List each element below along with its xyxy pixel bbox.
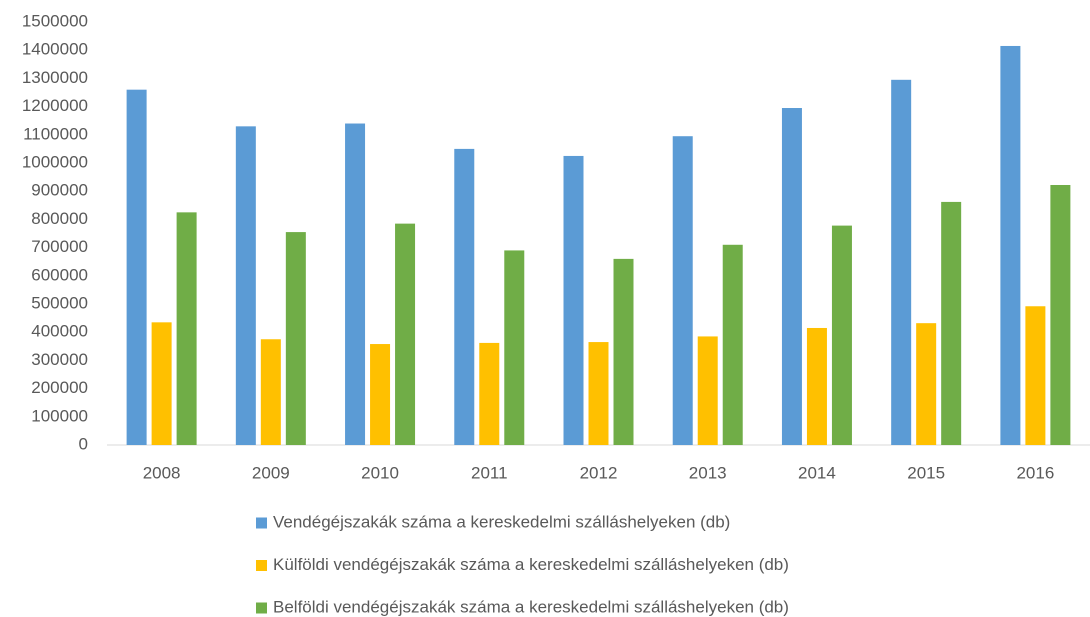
bar — [260, 339, 281, 445]
bar — [697, 336, 718, 445]
y-tick-label: 1000000 — [22, 152, 88, 171]
x-tick-label: 2013 — [689, 463, 727, 482]
y-tick-label: 1100000 — [23, 124, 88, 143]
bar — [588, 342, 609, 445]
bar — [370, 344, 391, 445]
x-tick-label: 2008 — [143, 463, 181, 482]
bar — [479, 342, 500, 445]
bar — [672, 136, 693, 445]
bar — [395, 223, 416, 445]
bar — [151, 322, 172, 445]
x-tick-label: 2011 — [471, 463, 508, 482]
x-tick-label: 2016 — [1016, 463, 1054, 482]
bar — [1000, 45, 1021, 445]
bar — [345, 123, 366, 446]
y-tick-label: 700000 — [31, 237, 88, 256]
y-tick-label: 200000 — [31, 378, 88, 397]
y-tick-label: 400000 — [31, 322, 88, 341]
bar — [285, 232, 306, 445]
legend-swatch — [256, 560, 267, 571]
legend-label: Külföldi vendégéjszakák száma a keresked… — [273, 555, 789, 574]
bar — [722, 244, 743, 445]
x-tick-label: 2010 — [361, 463, 399, 482]
bar — [916, 323, 937, 445]
y-tick-label: 300000 — [31, 350, 88, 369]
x-tick-label: 2009 — [252, 463, 290, 482]
y-tick-label: 100000 — [31, 406, 88, 425]
y-tick-label: 800000 — [31, 209, 88, 228]
bar — [613, 258, 634, 445]
y-tick-label: 1400000 — [22, 40, 88, 59]
bar — [126, 89, 147, 446]
y-tick-label: 0 — [79, 434, 88, 453]
bar — [176, 212, 197, 445]
x-tick-label: 2014 — [798, 463, 836, 482]
bar — [563, 155, 584, 445]
bar — [781, 108, 802, 445]
legend-swatch — [256, 602, 267, 614]
bar — [235, 126, 256, 445]
bar — [831, 225, 852, 445]
y-tick-label: 600000 — [31, 265, 88, 284]
legend-label: Vendégéjszakák száma a kereskedelmi szál… — [273, 512, 730, 531]
y-tick-label: 1200000 — [22, 96, 88, 115]
bar — [1025, 306, 1046, 445]
y-tick-label: 1500000 — [22, 11, 88, 30]
y-tick-label: 900000 — [31, 181, 88, 200]
x-tick-label: 2012 — [580, 463, 618, 482]
y-tick-label: 1300000 — [22, 68, 88, 87]
bar — [1050, 184, 1071, 445]
bar — [504, 250, 525, 445]
bar — [454, 148, 475, 445]
bar — [941, 201, 962, 445]
legend-label: Belföldi vendégéjszakák száma a keresked… — [273, 597, 789, 616]
legend-swatch — [256, 517, 267, 529]
bar — [806, 327, 827, 445]
y-tick-label: 500000 — [31, 293, 88, 312]
bar — [891, 79, 912, 445]
x-tick-label: 2015 — [907, 463, 945, 482]
